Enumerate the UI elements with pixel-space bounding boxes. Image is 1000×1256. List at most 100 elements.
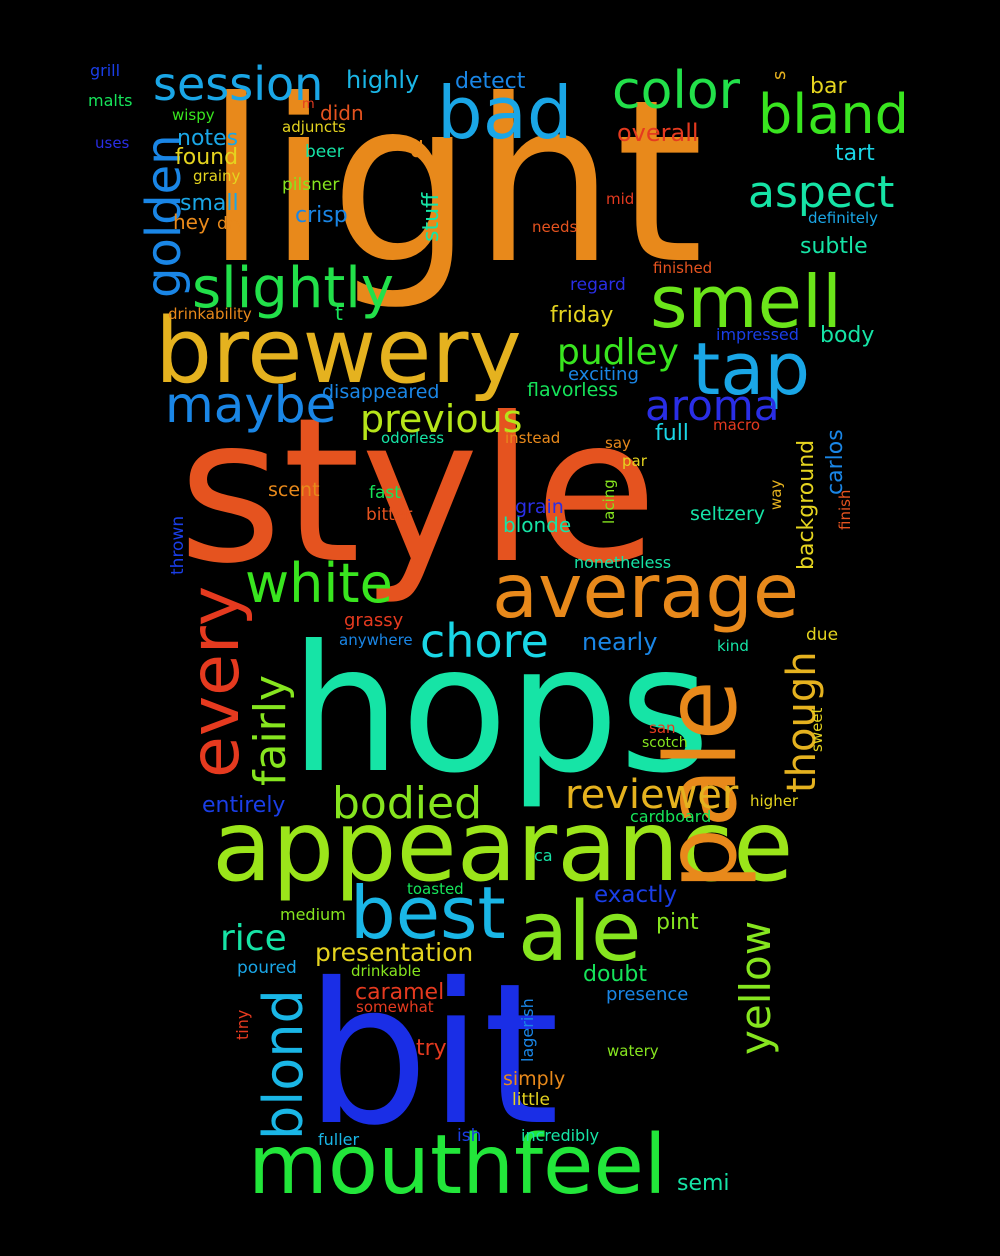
word-bar: bar [810, 74, 847, 99]
word-brewery: brewery [155, 299, 522, 404]
word-caramel: caramel [355, 980, 444, 1005]
word-needs: needs [532, 218, 577, 236]
word-crisp: crisp [295, 203, 348, 228]
word-finished: finished [653, 259, 712, 277]
word-t: t [335, 301, 343, 325]
word-fairly: fairly [245, 675, 296, 786]
word-macro: macro [713, 416, 760, 434]
word-hey: hey [173, 210, 210, 234]
word-m: m [302, 97, 315, 112]
word-friday: friday [550, 303, 613, 328]
word-uses: uses [95, 134, 130, 152]
word-scotch: scotch [642, 735, 688, 751]
word-every: every [176, 586, 255, 778]
word-try: try [416, 1036, 447, 1061]
word-notes: notes [177, 126, 238, 151]
word-background: background [794, 440, 819, 570]
word-ale: ale [518, 885, 641, 980]
word-way: way [767, 480, 785, 510]
word-golden: golden [136, 134, 192, 298]
word-appearance: appearance [212, 790, 793, 904]
word-wispy: wispy [172, 106, 215, 124]
word-drinkability: drinkability [168, 305, 252, 323]
word-smell: smell [650, 260, 842, 344]
word-grainy: grainy [193, 167, 241, 185]
word-d: d [410, 138, 424, 163]
word-incredibly: incredibly [521, 1126, 599, 1145]
word-yellow: yellow [731, 921, 780, 1055]
word-bodied: bodied [332, 778, 482, 829]
word-seltzery: seltzery [690, 503, 765, 525]
word-say: say [605, 434, 631, 452]
word-small: small [180, 191, 239, 216]
word-aroma: aroma [645, 381, 779, 430]
word-bit: bit [305, 941, 559, 1168]
word-grassy: grassy [344, 610, 404, 631]
word-s: s [769, 71, 790, 80]
word-aspect: aspect [748, 167, 894, 218]
word-sweet: sweet [808, 707, 826, 752]
word-pint: pint [656, 910, 699, 935]
word-cardboard: cardboard [630, 807, 711, 826]
word-finish: finish [836, 490, 854, 530]
word-dry: dry [217, 214, 245, 234]
word-tap: tap [692, 327, 810, 411]
word-higher: higher [750, 792, 799, 810]
word-bitter: bitter [366, 505, 412, 525]
word-lagerish: lagerish [518, 998, 537, 1062]
word-fuller: fuller [318, 1130, 360, 1149]
word-didn: didn [320, 101, 364, 125]
word-san: san [649, 719, 676, 737]
word-impressed: impressed [716, 325, 799, 344]
word-drinkable: drinkable [351, 962, 421, 980]
word-kind: kind [717, 637, 749, 655]
word-semi: semi [677, 1171, 730, 1196]
word-session: session [153, 57, 323, 111]
word-somewhat: somewhat [356, 998, 434, 1016]
word-little: little [512, 1090, 550, 1110]
word-par: par [622, 452, 648, 470]
word-medium: medium [280, 905, 346, 924]
word-watery: watery [607, 1042, 659, 1060]
word-grill: grill [90, 61, 120, 80]
word-overall: overall [617, 119, 699, 147]
word-best: best [350, 871, 506, 955]
word-instead: instead [505, 429, 560, 447]
word-previous: previous [360, 397, 522, 441]
word-toasted: toasted [407, 880, 464, 898]
word-doubt: doubt [583, 962, 647, 987]
word-subtle: subtle [800, 234, 868, 259]
word-hops: hops [290, 609, 710, 812]
word-grain: grain [515, 496, 564, 518]
word-tart: tart [835, 141, 875, 166]
word-mid: mid [606, 190, 634, 208]
word-lacing: lacing [600, 479, 618, 524]
word-exactly: exactly [594, 882, 677, 908]
word-found: found [175, 145, 238, 170]
word-beer: beer [305, 142, 344, 162]
word-pudley: pudley [557, 332, 679, 373]
word-color: color [612, 61, 741, 121]
word-flavorless: flavorless [527, 379, 618, 401]
word-fast: fast [369, 483, 401, 503]
word-ish: ish [457, 1126, 481, 1146]
word-pilsner: pilsner [282, 175, 339, 195]
word-disappeared: disappeared [322, 381, 439, 403]
word-stuff: stuff [419, 192, 444, 242]
word-carlos: carlos [823, 429, 848, 495]
word-simply: simply [503, 1068, 565, 1090]
word-full: full [655, 421, 689, 446]
word-thrown: thrown [168, 516, 188, 575]
word-chore: chore [420, 614, 549, 668]
word-pale: pale [645, 680, 759, 890]
word-presence: presence [606, 984, 688, 1005]
word-bad: bad [437, 71, 573, 155]
word-ca: ca [534, 846, 553, 865]
word-detect: detect [455, 69, 526, 94]
word-rice: rice [220, 918, 287, 959]
word-anywhere: anywhere [339, 631, 413, 649]
word-scent: scent [268, 479, 320, 501]
word-light: light [205, 52, 704, 314]
